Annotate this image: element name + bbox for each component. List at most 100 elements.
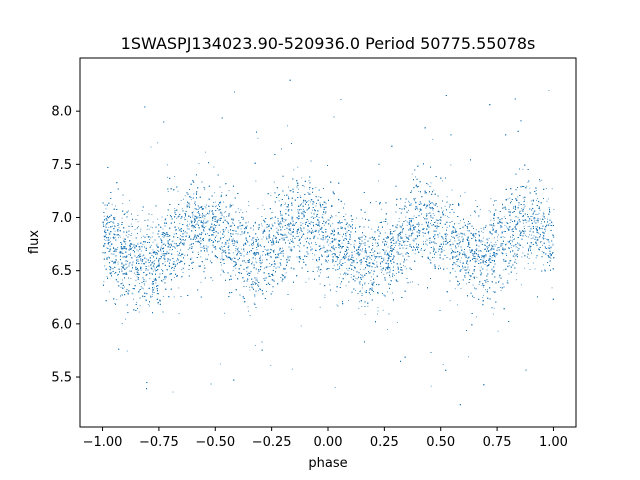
data-point	[157, 265, 159, 267]
data-point	[501, 231, 503, 233]
data-point	[243, 281, 245, 283]
data-point	[488, 237, 490, 239]
data-point	[474, 249, 476, 251]
data-point	[511, 240, 513, 242]
data-point	[141, 263, 143, 265]
data-point	[424, 248, 426, 250]
data-point	[402, 224, 403, 226]
data-point	[350, 244, 352, 245]
data-point	[416, 235, 418, 236]
data-point	[428, 200, 430, 202]
data-point	[497, 236, 498, 238]
data-point	[366, 257, 368, 259]
data-point	[517, 196, 519, 198]
data-point	[280, 252, 282, 253]
data-point	[519, 219, 520, 220]
data-point	[361, 293, 363, 294]
data-point	[515, 259, 516, 261]
data-point	[133, 251, 135, 253]
data-point	[253, 240, 254, 242]
data-point	[339, 254, 340, 256]
data-point	[418, 226, 419, 227]
data-point	[430, 385, 432, 387]
data-point	[162, 280, 164, 282]
data-point	[127, 261, 128, 262]
data-point	[181, 208, 183, 210]
data-point	[381, 270, 383, 272]
data-point	[506, 281, 508, 283]
data-point	[396, 322, 398, 323]
data-point	[300, 228, 302, 230]
data-point	[329, 284, 331, 286]
data-point	[160, 238, 162, 240]
data-point	[330, 215, 332, 216]
data-point	[543, 233, 545, 235]
data-point	[269, 263, 270, 264]
data-point	[316, 250, 317, 252]
data-point	[237, 208, 239, 210]
data-point	[446, 268, 448, 270]
data-point	[475, 258, 477, 260]
data-point	[214, 238, 215, 240]
data-point	[245, 286, 247, 287]
data-point	[403, 207, 405, 209]
data-point	[377, 293, 379, 294]
data-point	[386, 237, 388, 239]
data-point	[133, 246, 135, 247]
data-point	[123, 265, 124, 267]
data-point	[376, 246, 378, 248]
data-point	[171, 241, 173, 243]
data-point	[308, 200, 310, 202]
data-point	[114, 217, 116, 218]
data-point	[247, 306, 249, 308]
data-point	[410, 235, 412, 237]
data-point	[150, 252, 152, 254]
data-point	[304, 238, 306, 240]
data-point	[360, 268, 361, 270]
data-point	[483, 228, 485, 230]
data-point	[377, 310, 379, 312]
data-point	[178, 287, 180, 289]
data-point	[521, 208, 523, 210]
data-point	[129, 247, 131, 249]
data-point	[161, 269, 163, 270]
data-point	[472, 284, 474, 286]
data-point	[491, 268, 493, 270]
data-point	[260, 263, 262, 265]
data-point	[322, 214, 324, 215]
data-point	[446, 227, 448, 228]
data-point	[483, 294, 484, 296]
data-point	[475, 212, 476, 214]
data-point	[535, 187, 537, 188]
data-point	[273, 279, 275, 281]
data-point	[402, 223, 404, 225]
data-point	[457, 245, 459, 247]
data-point	[344, 255, 346, 257]
data-point	[235, 267, 237, 269]
data-point	[487, 239, 489, 241]
data-point	[364, 283, 366, 285]
data-point	[481, 256, 483, 258]
data-point	[266, 291, 267, 292]
data-point	[220, 238, 221, 240]
data-point	[368, 265, 370, 267]
data-point	[312, 259, 314, 261]
data-point	[182, 272, 184, 273]
data-point	[475, 316, 477, 318]
data-point	[229, 252, 231, 254]
data-point	[317, 231, 319, 233]
data-point	[134, 272, 135, 274]
data-point	[318, 196, 320, 198]
data-point	[238, 247, 240, 249]
data-point	[387, 291, 388, 293]
data-point	[235, 274, 236, 276]
data-point	[301, 177, 303, 179]
data-point	[114, 236, 116, 238]
data-point	[544, 269, 546, 271]
data-point	[430, 259, 432, 261]
data-point	[187, 220, 188, 222]
data-point	[463, 222, 465, 224]
data-point	[255, 261, 257, 263]
data-point	[497, 239, 498, 241]
data-point	[371, 282, 373, 284]
